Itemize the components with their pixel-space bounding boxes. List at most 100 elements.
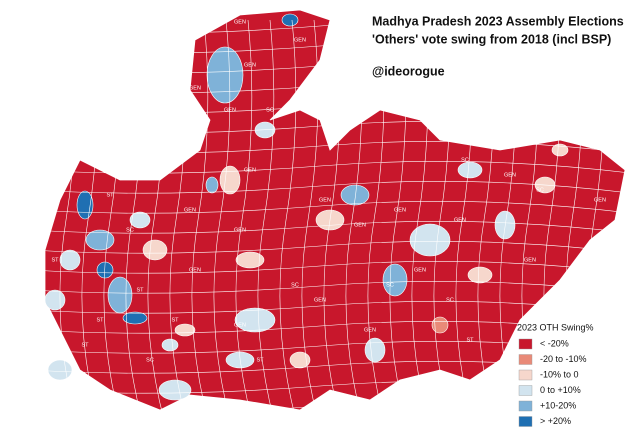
constituency-label: GEN bbox=[294, 37, 306, 43]
state-outline bbox=[44, 9, 626, 411]
border bbox=[213, 19, 231, 421]
border bbox=[125, 19, 143, 421]
border bbox=[29, 81, 631, 94]
border bbox=[29, 121, 631, 134]
border bbox=[29, 321, 631, 334]
constituency-label: GEN bbox=[189, 85, 201, 91]
region bbox=[467, 266, 493, 284]
constituency-label: GEN bbox=[364, 327, 376, 333]
constituency-label: SC bbox=[446, 297, 454, 303]
legend-swatch bbox=[518, 369, 533, 381]
region bbox=[289, 351, 311, 369]
border bbox=[37, 19, 55, 421]
region bbox=[281, 13, 299, 27]
border bbox=[565, 19, 583, 421]
border bbox=[191, 19, 209, 421]
border bbox=[29, 221, 631, 234]
legend-label: -20 to -10% bbox=[540, 354, 587, 364]
border bbox=[279, 19, 297, 421]
border bbox=[29, 201, 631, 214]
legend-swatch bbox=[518, 416, 533, 427]
region bbox=[457, 161, 483, 179]
border bbox=[29, 141, 631, 154]
border bbox=[81, 19, 99, 421]
border bbox=[499, 19, 517, 421]
region bbox=[431, 316, 449, 334]
constituency-label: SC bbox=[461, 157, 469, 163]
region bbox=[409, 223, 451, 257]
border bbox=[29, 21, 631, 34]
region bbox=[47, 359, 73, 381]
constituency-label: GEN bbox=[504, 172, 516, 178]
region bbox=[382, 263, 408, 297]
constituency-label: GEN bbox=[454, 217, 466, 223]
border bbox=[543, 19, 561, 421]
constituency-label: GEN bbox=[244, 62, 256, 68]
border bbox=[411, 19, 429, 421]
legend-label: 0 to +10% bbox=[540, 385, 581, 395]
constituency-label: SC bbox=[266, 107, 274, 113]
constituency-label: GEN bbox=[354, 222, 366, 228]
border bbox=[169, 19, 187, 421]
constituency-label: SC bbox=[146, 357, 154, 363]
constituency-label: GEN bbox=[524, 257, 536, 263]
region bbox=[174, 323, 196, 337]
constituency-label: ST bbox=[171, 317, 179, 323]
constituency-labels: GEN GEN GEN GEN GEN SC GEN GEN SC ST ST SC GEN GEN ST S… bbox=[51, 19, 606, 363]
constituency-label: ST bbox=[136, 287, 144, 293]
constituency-label: GEN bbox=[394, 207, 406, 213]
constituency-label: GEN bbox=[189, 267, 201, 273]
border bbox=[257, 19, 275, 421]
constituency-label: GEN bbox=[244, 167, 256, 173]
handle: @ideorogue bbox=[372, 64, 445, 78]
border bbox=[29, 161, 631, 174]
constituency-label: GEN bbox=[594, 197, 606, 203]
region bbox=[158, 379, 192, 401]
region bbox=[235, 251, 265, 269]
constituency-label: ST bbox=[466, 337, 474, 343]
constituency-label: ST bbox=[96, 317, 104, 323]
border bbox=[29, 101, 631, 114]
region bbox=[129, 211, 151, 229]
border bbox=[455, 19, 473, 421]
border bbox=[587, 19, 605, 421]
region bbox=[44, 289, 66, 311]
border bbox=[323, 19, 341, 421]
region bbox=[551, 143, 569, 157]
legend-label: +10-20% bbox=[540, 400, 576, 410]
region bbox=[85, 229, 115, 251]
legend-label: > +20% bbox=[540, 416, 571, 426]
constituency-label: SC bbox=[536, 187, 544, 193]
constituency-label: GEN bbox=[319, 197, 331, 203]
constituency-label: SC bbox=[386, 282, 394, 288]
region bbox=[340, 184, 370, 206]
constituency-label: GEN bbox=[224, 107, 236, 113]
legend-swatch bbox=[518, 400, 533, 412]
constituency-label: GEN bbox=[314, 297, 326, 303]
legend: 2023 OTH Swing% < -20% -20 to -10% -10% to… bbox=[517, 322, 594, 427]
border bbox=[29, 241, 631, 254]
title-line: Madhya Pradesh 2023 Assembly Elections bbox=[372, 14, 624, 28]
region bbox=[161, 338, 179, 352]
constituency-borders bbox=[29, 19, 631, 421]
region bbox=[107, 276, 133, 314]
region bbox=[234, 307, 276, 333]
border bbox=[29, 381, 631, 394]
legend-swatch bbox=[518, 354, 533, 365]
constituency-label: ST bbox=[256, 357, 264, 363]
border bbox=[29, 181, 631, 194]
region bbox=[364, 337, 386, 363]
region bbox=[219, 165, 241, 195]
legend-swatch bbox=[518, 338, 533, 350]
region bbox=[122, 311, 148, 325]
constituency-label: ST bbox=[51, 257, 59, 263]
constituency-label: GEN bbox=[234, 322, 246, 328]
border bbox=[103, 19, 121, 421]
border bbox=[235, 19, 253, 421]
border bbox=[389, 19, 407, 421]
legend-label: -10% to 0 bbox=[540, 369, 579, 379]
constituency-label: SC bbox=[126, 227, 134, 233]
constituency-label: ST bbox=[106, 192, 114, 198]
region bbox=[205, 176, 219, 194]
